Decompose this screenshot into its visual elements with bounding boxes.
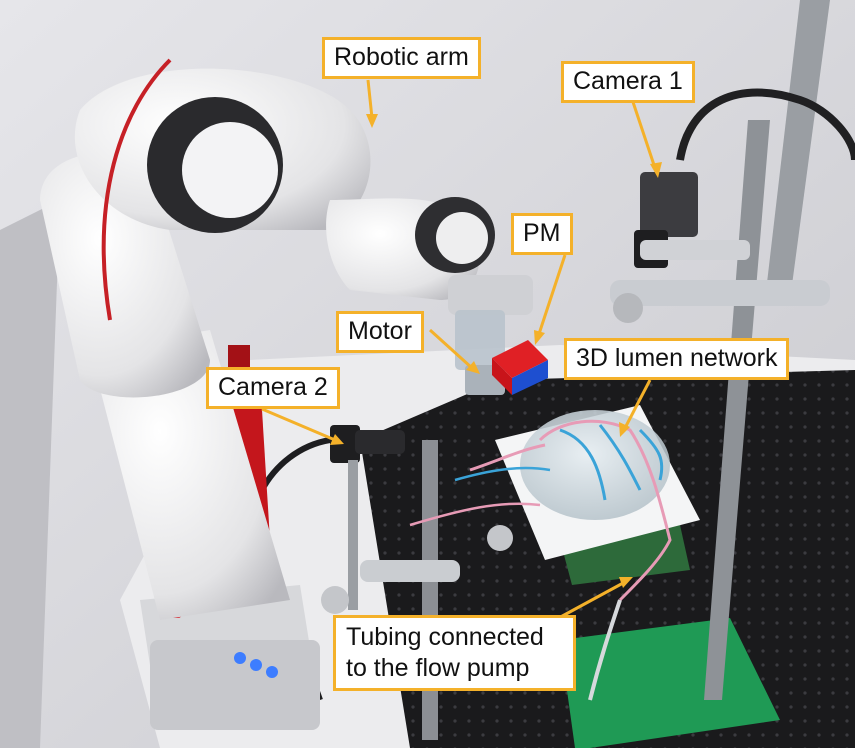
- label-tubing: Tubing connected to the flow pump: [333, 615, 576, 691]
- tube-blue-3: [638, 428, 664, 481]
- status-light-3: [266, 666, 278, 678]
- tube-blue-4: [454, 466, 551, 482]
- magnet-blue: [512, 360, 548, 395]
- tube-pink-3: [409, 502, 541, 527]
- arrow-robotic-arm: [366, 79, 374, 119]
- tube-blue-2: [598, 424, 642, 491]
- tube-blue-1: [559, 428, 607, 501]
- steel-rod-top: [765, 0, 830, 300]
- tube-pink-1: [538, 419, 672, 602]
- arrow-lumen: [623, 379, 652, 429]
- arrowhead-camera-1: [650, 162, 662, 178]
- arm-base-front: [150, 640, 320, 730]
- camera-2-body: [330, 425, 360, 463]
- arm-joint-cap: [182, 122, 278, 218]
- shadow-left: [0, 200, 60, 748]
- label-robotic-arm: Robotic arm: [322, 37, 481, 79]
- label-motor: Motor: [336, 311, 424, 353]
- arm-wrist-cap: [436, 212, 488, 264]
- arrowhead-tubing: [619, 577, 633, 588]
- status-light-1: [234, 652, 246, 664]
- arrow-camera-2: [261, 407, 336, 442]
- camera-2-post: [348, 460, 358, 610]
- label-tubing-line-2: to the flow pump: [346, 654, 530, 682]
- arrowhead-pm: [534, 330, 545, 345]
- arrow-tubing: [554, 580, 626, 622]
- callout-arrowheads: [330, 114, 662, 588]
- arrowhead-motor: [466, 361, 480, 374]
- arm-cable-red: [101, 58, 172, 321]
- status-light-2: [250, 659, 262, 671]
- camera-1-mount: [640, 240, 750, 260]
- label-camera-1: Camera 1: [561, 61, 695, 103]
- arrowhead-camera-2: [330, 434, 344, 445]
- camera-1-cable: [676, 88, 855, 161]
- arrow-motor: [428, 328, 474, 370]
- label-camera-2: Camera 2: [206, 367, 340, 409]
- motor-housing: [455, 310, 505, 370]
- label-pm: PM: [511, 213, 573, 255]
- left-knob-2: [321, 586, 349, 614]
- camera-2-lens: [355, 430, 405, 454]
- arm-flange: [448, 275, 533, 315]
- arrowhead-lumen: [619, 422, 630, 437]
- arrow-camera-1: [631, 101, 657, 169]
- rod-clamp: [610, 280, 830, 306]
- tube-clear: [588, 599, 622, 701]
- camera-1-body: [640, 172, 698, 237]
- arm-link-lower: [90, 330, 290, 620]
- clamp-knob: [613, 293, 643, 323]
- steel-rod: [704, 120, 770, 700]
- arm-link-shoulder: [40, 153, 210, 398]
- callout-arrows: [261, 79, 657, 622]
- label-lumen-network: 3D lumen network: [564, 338, 790, 380]
- arrowhead-robotic-arm: [366, 114, 378, 128]
- tube-pink-2: [469, 443, 546, 472]
- magnet-red: [492, 340, 548, 378]
- left-pole: [422, 440, 438, 740]
- left-clamp: [360, 560, 460, 582]
- arrow-pm: [536, 254, 567, 338]
- magnet-red-side: [492, 358, 512, 395]
- left-knob: [487, 525, 513, 551]
- label-tubing-line-1: Tubing connected: [346, 623, 544, 651]
